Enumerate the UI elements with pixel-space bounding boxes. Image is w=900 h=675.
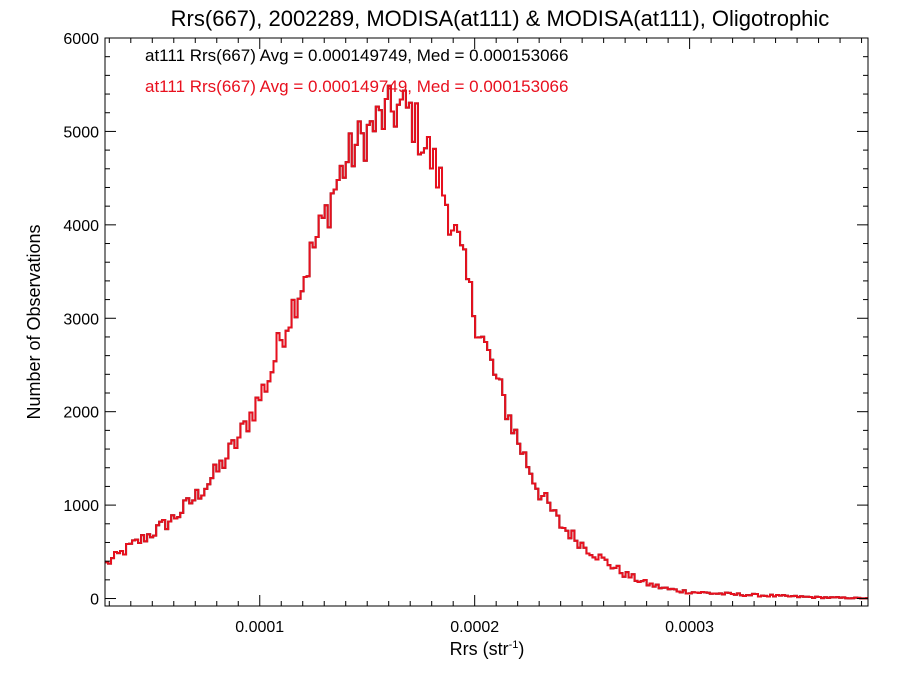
y-tick-label: 5000 xyxy=(63,124,99,141)
histogram-line-red xyxy=(105,84,868,600)
y-tick-label: 4000 xyxy=(63,218,99,235)
y-tick-label: 6000 xyxy=(63,31,99,48)
x-axis-label-sup: -1 xyxy=(509,639,519,651)
legend-entry-black: at111 Rrs(667) Avg = 0.000149749, Med = … xyxy=(145,46,568,65)
plot-frame xyxy=(104,37,869,607)
chart-title: Rrs(667), 2002289, MODISA(at111) & MODIS… xyxy=(171,6,830,31)
x-tick-label: 0.0002 xyxy=(450,619,499,636)
series-red xyxy=(105,84,868,600)
minor-ticks xyxy=(105,38,868,606)
x-axis-label-main: Rrs (str xyxy=(450,639,509,659)
y-tick-label: 0 xyxy=(90,592,99,609)
x-axis-label-close: ) xyxy=(518,639,524,659)
x-tick-label: 0.0003 xyxy=(665,619,714,636)
y-tick-label: 2000 xyxy=(63,405,99,422)
y-axis-label: Number of Observations xyxy=(24,224,44,419)
legend-entry-red: at111 Rrs(667) Avg = 0.000149749, Med = … xyxy=(145,77,568,96)
x-tick-label: 0.0001 xyxy=(235,619,284,636)
y-axis: 0 1000 2000 3000 4000 5000 6000 xyxy=(63,31,868,609)
y-tick-label: 3000 xyxy=(63,311,99,328)
y-tick-label: 1000 xyxy=(63,498,99,515)
x-axis: 0.0001 0.0002 0.0003 xyxy=(235,38,714,636)
x-axis-label: Rrs (str-1) xyxy=(450,639,525,659)
plot-area: 0.0001 0.0002 0.0003 0 1000 2000 3000 4000 5000… xyxy=(63,31,869,636)
